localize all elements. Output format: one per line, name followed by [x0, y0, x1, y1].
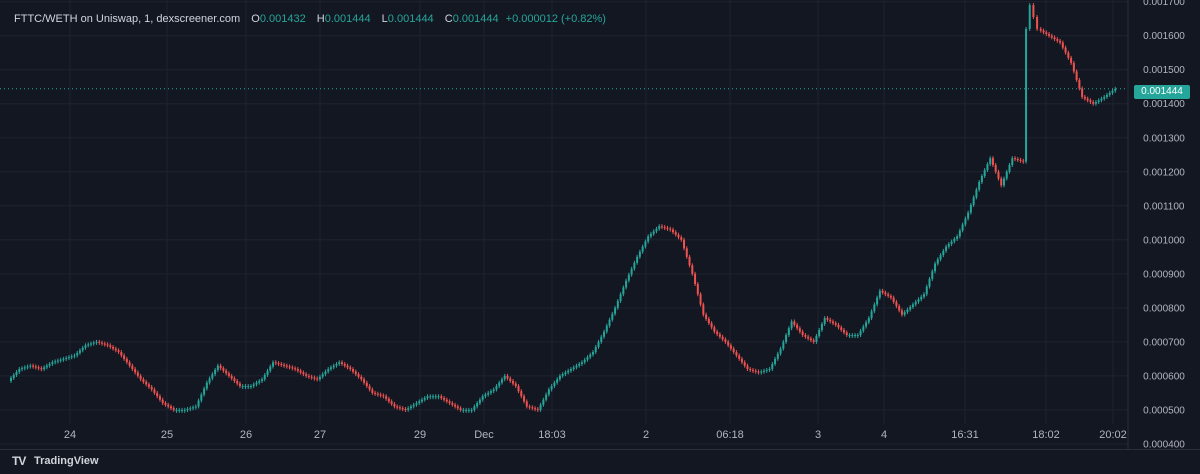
tradingview-logo-icon[interactable]: TV [12, 454, 26, 468]
y-tick-label: 0.001200 [1143, 167, 1185, 178]
x-tick-label: 29 [414, 429, 426, 441]
y-tick-label: 0.001300 [1143, 133, 1185, 144]
x-tick-label: 2 [643, 429, 649, 441]
close-label: C [444, 13, 453, 25]
price-axis[interactable]: 0.001700 0.001600 0.001500 0.001400 0.001300… [1143, 0, 1185, 449]
y-tick-label: 0.000800 [1143, 303, 1185, 314]
low-label: L [381, 13, 388, 25]
open-value: 0.001432 [259, 13, 306, 25]
x-tick-label: 18:03 [538, 429, 566, 441]
y-tick-label: 0.001100 [1144, 201, 1185, 212]
y-tick-label: 0.000700 [1143, 337, 1185, 348]
time-axis[interactable]: 24 25 26 27 29 Dec 18:03 2 06:18 3 4 16:31 18:02 20:0… [64, 429, 1127, 441]
x-tick-label: 18:02 [1032, 429, 1060, 441]
open-label: O [251, 13, 260, 25]
grid [0, 0, 1128, 445]
symbol-title: FTTC/WETH on Uniswap, 1, dexscreener.com [14, 13, 241, 25]
x-tick-label: Dec [474, 429, 494, 441]
close-value: 0.001444 [452, 13, 499, 25]
y-tick-label: 0.001000 [1143, 235, 1185, 246]
x-tick-label: 3 [815, 429, 821, 441]
tradingview-brand[interactable]: TradingView [34, 455, 99, 467]
y-tick-label: 0.001400 [1143, 99, 1185, 110]
x-tick-label: 4 [881, 429, 887, 441]
footer: TV TradingView [0, 449, 1200, 474]
x-tick-label: 24 [64, 429, 76, 441]
y-tick-label: 0.000400 [1143, 439, 1185, 449]
x-tick-label: 16:31 [951, 429, 979, 441]
x-tick-label: 06:18 [716, 429, 744, 441]
x-tick-label: 25 [161, 429, 173, 441]
chart-legend: FTTC/WETH on Uniswap, 1, dexscreener.com… [14, 13, 606, 25]
high-value: 0.001444 [324, 13, 371, 25]
x-tick-label: 27 [314, 429, 326, 441]
x-tick-label: 20:02 [1099, 429, 1127, 441]
chart-background [0, 0, 1200, 449]
low-value: 0.001444 [387, 13, 434, 25]
y-tick-label: 0.001600 [1143, 31, 1185, 42]
current-price-tag: 0.001444 [1134, 85, 1190, 99]
candle-series [10, 3, 1117, 413]
x-tick-label: 26 [240, 429, 252, 441]
y-tick-label: 0.000900 [1143, 269, 1185, 280]
price-chart[interactable]: 0.001700 0.001600 0.001500 0.001400 0.001300… [0, 0, 1200, 449]
high-label: H [316, 13, 325, 25]
y-tick-label: 0.001700 [1143, 0, 1185, 8]
y-tick-label: 0.000600 [1143, 371, 1185, 382]
change-value: +0.000012 (+0.82%) [505, 13, 606, 25]
y-tick-label: 0.000500 [1143, 405, 1185, 416]
y-tick-label: 0.001500 [1143, 65, 1185, 76]
